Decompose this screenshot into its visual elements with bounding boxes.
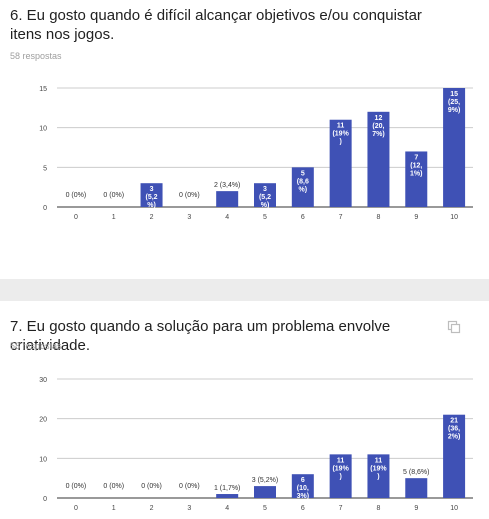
data-label: 11 (19%): [370, 457, 387, 480]
x-tick-label: 7: [339, 214, 343, 221]
copy-icon[interactable]: [447, 320, 461, 334]
bar: [216, 191, 239, 207]
data-label: 12 (20, 7%): [372, 115, 384, 138]
bar: [367, 111, 390, 207]
data-label: 0 (0%): [66, 483, 87, 490]
response-count: 58 respostas: [10, 51, 62, 61]
x-tick-label: 8: [377, 214, 381, 221]
data-label: 21 (36, 2%): [448, 418, 460, 441]
x-tick-label: 7: [339, 505, 343, 512]
x-tick-label: 3: [187, 505, 191, 512]
x-tick-label: 1: [112, 214, 116, 221]
bar: [367, 454, 390, 498]
x-tick-label: 0: [74, 214, 78, 221]
x-tick-label: 4: [225, 214, 229, 221]
data-label: 11 (19%): [332, 123, 349, 146]
data-label: 6 (10, 3%): [297, 477, 309, 500]
data-label: 5 (8,6%): [297, 170, 309, 193]
bar: [216, 494, 239, 498]
bar: [405, 151, 428, 207]
bar-chart-q6: 0 5 10 15 0 0 (0%) 1 0 (0%) 2 3 (5,2 %) 3 0 (0%) 4 2 (3…: [39, 86, 473, 221]
data-label: 3 (5,2%): [259, 186, 271, 209]
bar-chart-q7: 0 10 20 30 0 0 (0%) 1 0 (0%) 2 0 (0%) 3 0 (0%) 4 1 (1…: [39, 377, 473, 512]
x-tick-label: 5: [263, 214, 267, 221]
data-label: 0 (0%): [179, 483, 200, 490]
response-count: 58 respostas: [10, 341, 62, 351]
bar: [329, 119, 352, 207]
bar: [329, 454, 352, 498]
question-card-7: 7. Eu gosto quando a solução para um pro…: [0, 301, 489, 519]
x-tick-label: 2: [150, 505, 154, 512]
data-label: 3 (5,2%): [146, 186, 158, 209]
x-tick-label: 6: [301, 505, 305, 512]
x-tick-label: 9: [414, 214, 418, 221]
question-card-6: 6. Eu gosto quando é difícil alcançar ob…: [0, 0, 489, 279]
x-tick-label: 1: [112, 505, 116, 512]
bar: [254, 183, 276, 207]
data-label: 7 (12, 1%): [410, 154, 422, 177]
data-label: 0 (0%): [179, 192, 200, 199]
data-label: 5 (8,6%): [403, 469, 429, 476]
y-tick-label: 10: [39, 456, 47, 463]
data-label: 0 (0%): [103, 483, 124, 490]
data-label: 11 (19%): [332, 457, 349, 480]
bar: [443, 88, 466, 207]
bar: [291, 167, 314, 207]
x-tick-label: 6: [301, 214, 305, 221]
y-tick-label: 0: [43, 205, 47, 212]
data-label: 15 (25, 9%): [448, 91, 460, 114]
y-tick-label: 0: [43, 496, 47, 503]
y-tick-label: 5: [43, 165, 47, 172]
x-tick-label: 0: [74, 505, 78, 512]
bar: [254, 486, 276, 498]
x-tick-label: 5: [263, 505, 267, 512]
y-tick-label: 20: [39, 417, 47, 424]
question-title: 6. Eu gosto quando é difícil alcançar ob…: [10, 7, 422, 43]
x-tick-label: 2: [150, 214, 154, 221]
bar: [140, 183, 163, 207]
data-label: 1 (1,7%): [214, 485, 240, 492]
question-title: 7. Eu gosto quando a solução para um pro…: [10, 318, 391, 354]
data-label: 0 (0%): [66, 192, 87, 199]
bar: [405, 478, 428, 498]
x-tick-label: 10: [450, 214, 458, 221]
x-tick-label: 10: [450, 505, 458, 512]
x-tick-label: 8: [377, 505, 381, 512]
bar: [443, 414, 466, 498]
data-label: 3 (5,2%): [252, 477, 278, 484]
y-tick-label: 30: [39, 377, 47, 384]
x-tick-label: 4: [225, 505, 229, 512]
data-label: 0 (0%): [141, 483, 162, 490]
data-label: 2 (3,4%): [214, 182, 240, 189]
bar: [291, 474, 314, 498]
x-tick-label: 3: [187, 214, 191, 221]
data-label: 0 (0%): [103, 192, 124, 199]
y-tick-label: 15: [39, 86, 47, 93]
y-tick-label: 10: [39, 126, 47, 133]
x-tick-label: 9: [414, 505, 418, 512]
